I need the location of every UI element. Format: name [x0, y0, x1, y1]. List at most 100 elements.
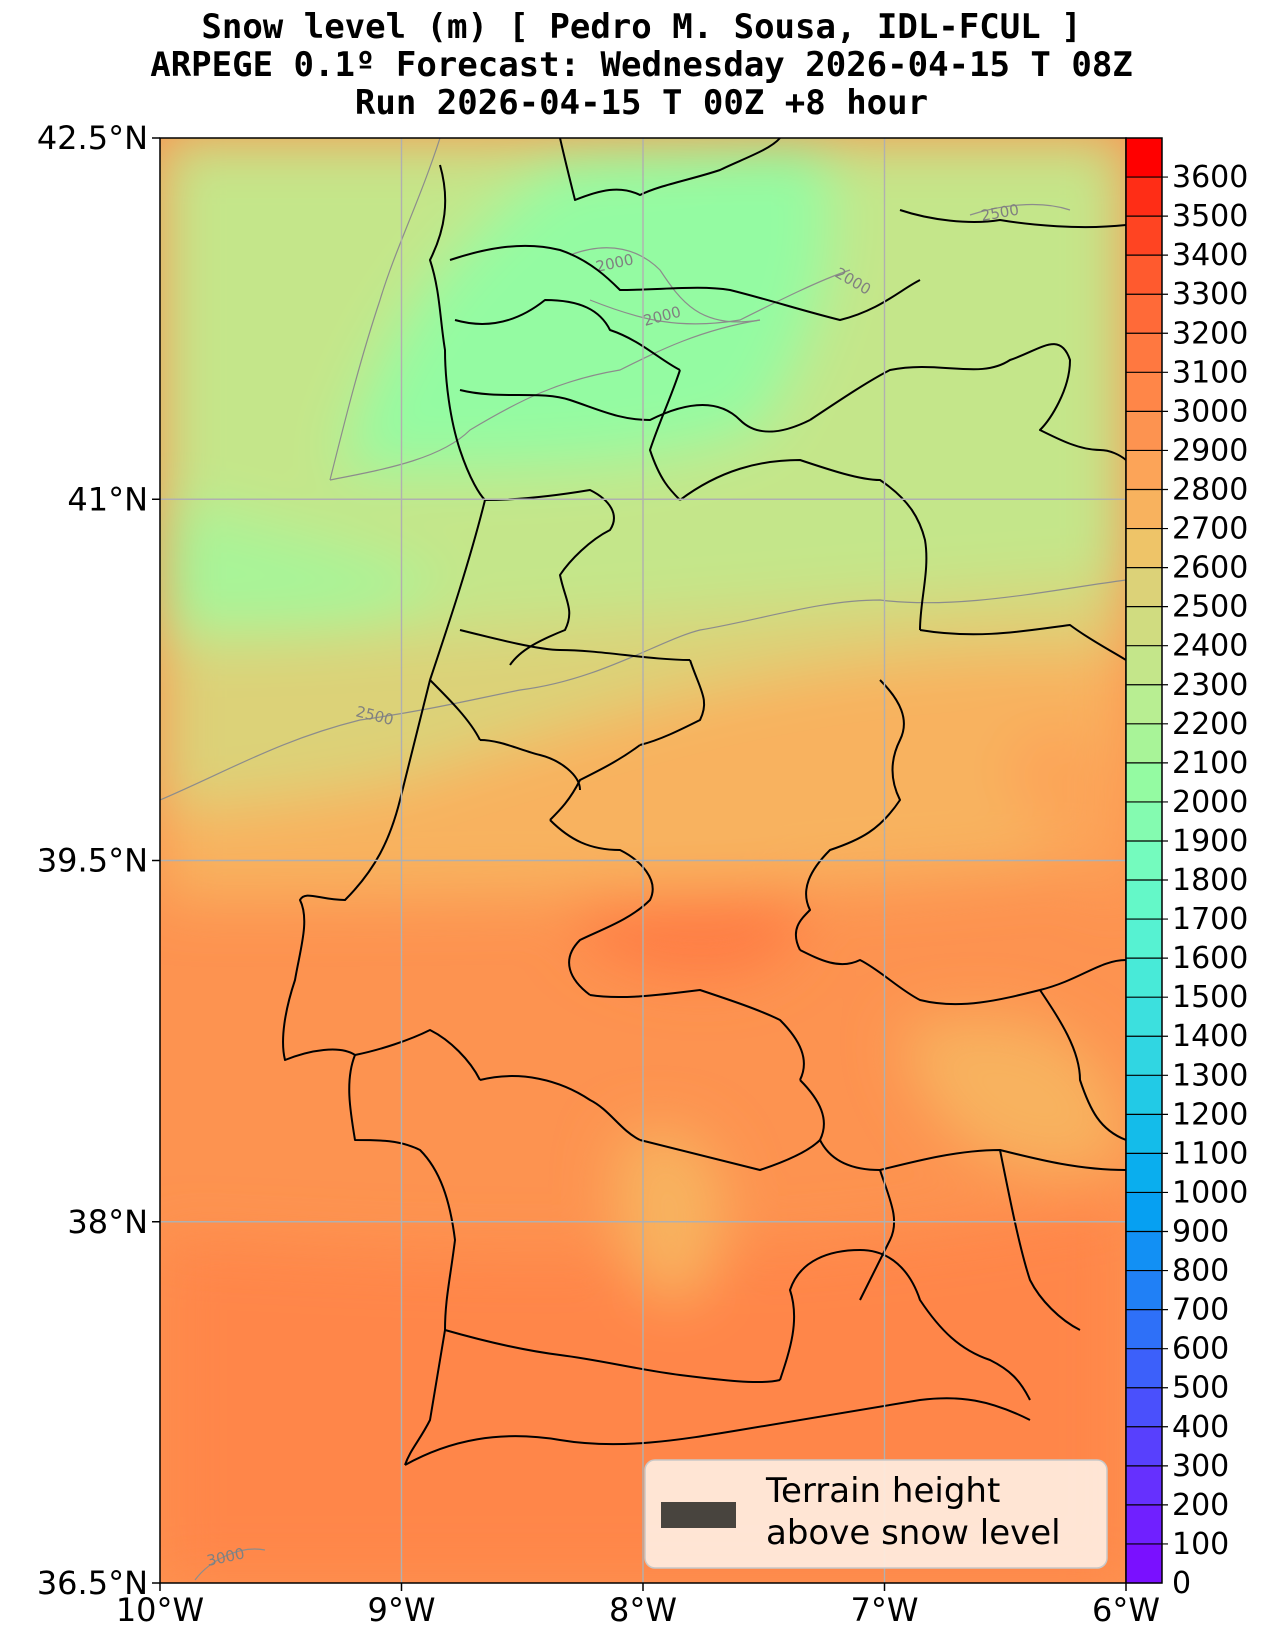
lat-tick-label: 42.5°N: [37, 119, 148, 157]
borders: [282, 138, 1126, 1466]
border-castelo-branco: [794, 679, 905, 951]
lat-tick-label: 38°N: [67, 1203, 148, 1241]
border-district-2: [459, 389, 811, 433]
colorbar-segment: [1126, 138, 1162, 178]
legend-swatch-terrain: [661, 1502, 736, 1528]
border-guarda-spain: [919, 624, 1126, 661]
colorbar-label: 2800: [1172, 472, 1248, 507]
border-coimbra: [459, 629, 691, 661]
colorbar-segment: [1126, 723, 1162, 764]
colorbar-label: 2000: [1172, 785, 1248, 820]
colorbar-frame: [1125, 137, 1163, 1584]
colorbar-label: 800: [1172, 1254, 1229, 1289]
colorbar-segment: [1126, 450, 1162, 491]
lat-tick-label: 36.5°N: [37, 1564, 148, 1602]
colorbar-segment: [1126, 801, 1162, 842]
colorbar-segment: [1126, 411, 1162, 452]
map-title: Snow level (m) [ Pedro M. Sousa, IDL-FCU…: [0, 8, 1283, 122]
lat-tick-label: 39.5°N: [37, 842, 148, 880]
colorbar-segment: [1126, 1504, 1162, 1545]
colorbar-label: 2400: [1172, 629, 1248, 664]
contour-3000: [194, 1548, 266, 1581]
colorbar-label: 2200: [1172, 707, 1248, 742]
colorbar-segment: [1126, 216, 1162, 256]
colorbar-segment: [1126, 1309, 1162, 1350]
legend-label-line1: Terrain height: [765, 1471, 1000, 1511]
border-district-5: [429, 679, 481, 741]
border-evora-beja: [799, 1079, 1126, 1171]
colorbar-segment: [1126, 1153, 1162, 1194]
colorbar-segment: [1126, 567, 1162, 608]
colorbar-label: 0: [1172, 1566, 1191, 1601]
coastline-west: [282, 499, 486, 1466]
colorbar-segment: [1126, 958, 1162, 998]
colorbar-label: 3500: [1172, 199, 1248, 234]
colorbar-label: 2900: [1172, 433, 1248, 468]
border-aveiro: [484, 489, 615, 666]
colorbar-segment: [1126, 762, 1162, 803]
contour-2000-inner: [569, 247, 761, 323]
border-district-1: [454, 299, 681, 371]
colorbar-label: 1200: [1172, 1097, 1248, 1132]
border-beja-spain: [779, 1249, 1031, 1401]
contour-2500: [160, 579, 1126, 801]
coastline-north: [429, 164, 486, 501]
colorbar-label: 1300: [1172, 1058, 1248, 1093]
colorbar-label: 700: [1172, 1293, 1229, 1328]
contour-lines: [160, 138, 1126, 1581]
border-tras-os-montes: [809, 343, 1126, 461]
lon-tick-label: 6°W: [1092, 1591, 1160, 1629]
title-line-3: Run 2026-04-15 T 00Z +8 hour: [354, 83, 929, 123]
colorbar-label: 3400: [1172, 238, 1248, 273]
colorbar-label: 200: [1172, 1488, 1229, 1523]
colorbar-label: 600: [1172, 1332, 1229, 1367]
border-algarve: [444, 1329, 781, 1384]
colorbar-segment: [1126, 177, 1162, 217]
colorbar-segment: [1126, 255, 1162, 295]
lon-tick-label: 10°W: [116, 1591, 204, 1629]
colorbar-segment: [1126, 489, 1162, 530]
title-line-2: ARPEGE 0.1º Forecast: Wednesday 2026-04-…: [150, 45, 1133, 85]
border-district-6: [479, 739, 581, 791]
colorbar-label: 500: [1172, 1371, 1229, 1406]
colorbar-segment: [1126, 645, 1162, 686]
colorbar-segment: [1126, 333, 1162, 373]
border-minho-spain: [449, 244, 921, 321]
colorbar-segment: [1126, 1075, 1162, 1115]
colorbar-label: 3200: [1172, 316, 1248, 351]
border-guarda: [679, 459, 928, 631]
colorbar-label: 300: [1172, 1449, 1229, 1484]
graticule: [160, 138, 1126, 1583]
title-line-1: Snow level (m) [ Pedro M. Sousa, IDL-FCU…: [201, 7, 1082, 47]
colorbar-label: 1100: [1172, 1136, 1248, 1171]
legend-box: [644, 1459, 1108, 1569]
colorbar-segment: [1126, 684, 1162, 725]
colorbar-segment: [1126, 1270, 1162, 1311]
colorbar-segment: [1126, 997, 1162, 1037]
contour-2500-ne: [969, 203, 1071, 216]
lon-tick-label: 8°W: [609, 1591, 677, 1629]
colorbar-label: 1800: [1172, 863, 1248, 898]
longitude-axis: 10°W 9°W 8°W 7°W 6°W: [116, 1583, 1160, 1629]
colorbar-segment: [1126, 1387, 1162, 1428]
colorbar-label: 3600: [1172, 160, 1248, 195]
border-ne: [899, 209, 1126, 229]
colorbar-label: 3300: [1172, 277, 1248, 312]
colorbar-label: 3000: [1172, 394, 1248, 429]
border-santarem: [549, 819, 654, 996]
zone-east-light: [900, 1017, 1126, 1172]
lon-tick-label: 9°W: [368, 1591, 436, 1629]
contour-2000-mid: [589, 269, 851, 325]
border-leiria: [549, 744, 641, 821]
colorbar-label: 2500: [1172, 590, 1248, 625]
colorbar-label: 900: [1172, 1215, 1229, 1250]
border-district-4: [639, 659, 706, 746]
colorbar-segment: [1126, 919, 1162, 959]
colorbar-label: 1000: [1172, 1175, 1248, 1210]
colorbar-label: 1400: [1172, 1019, 1248, 1054]
border-galicia-north: [559, 138, 781, 201]
border-district-3: [649, 369, 681, 501]
lon-tick-label: 7°W: [851, 1591, 919, 1629]
colorbar-segment: [1126, 1036, 1162, 1076]
